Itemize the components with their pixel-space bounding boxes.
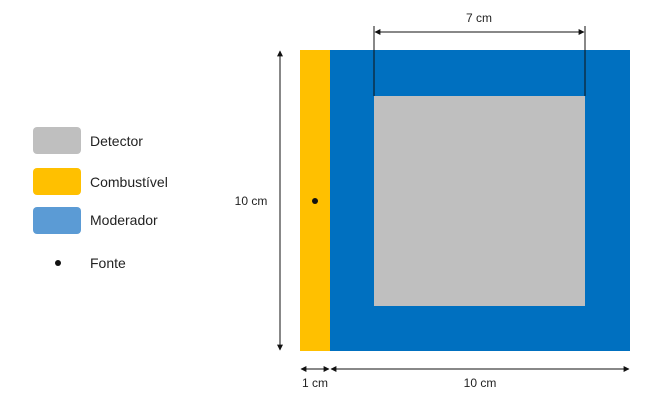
legend-label-fuel: Combustível	[90, 174, 168, 190]
dimension-label-height: 10 cm	[235, 194, 268, 208]
detector-block	[374, 96, 585, 306]
geometry	[300, 50, 630, 351]
dimension-moderator-width: 10 cm	[330, 366, 630, 390]
legend-label-source: Fonte	[90, 255, 126, 271]
dimension-detector-width: 7 cm	[373, 11, 586, 96]
legend-swatch-detector	[33, 127, 81, 154]
legend: Detector Combustível Moderador Fonte	[33, 127, 168, 271]
dimension-label-10cm: 10 cm	[464, 376, 497, 390]
dimension-label-1cm: 1 cm	[302, 376, 328, 390]
dimension-fuel-width: 1 cm	[300, 366, 330, 390]
legend-label-detector: Detector	[90, 133, 143, 149]
dimension-height: 10 cm	[235, 50, 283, 351]
dimension-label-7cm: 7 cm	[466, 11, 492, 25]
legend-swatch-moderator	[33, 207, 81, 234]
legend-swatch-fuel	[33, 168, 81, 195]
legend-label-moderator: Moderador	[90, 212, 158, 228]
legend-source-dot	[55, 260, 61, 266]
source-point	[312, 198, 318, 204]
